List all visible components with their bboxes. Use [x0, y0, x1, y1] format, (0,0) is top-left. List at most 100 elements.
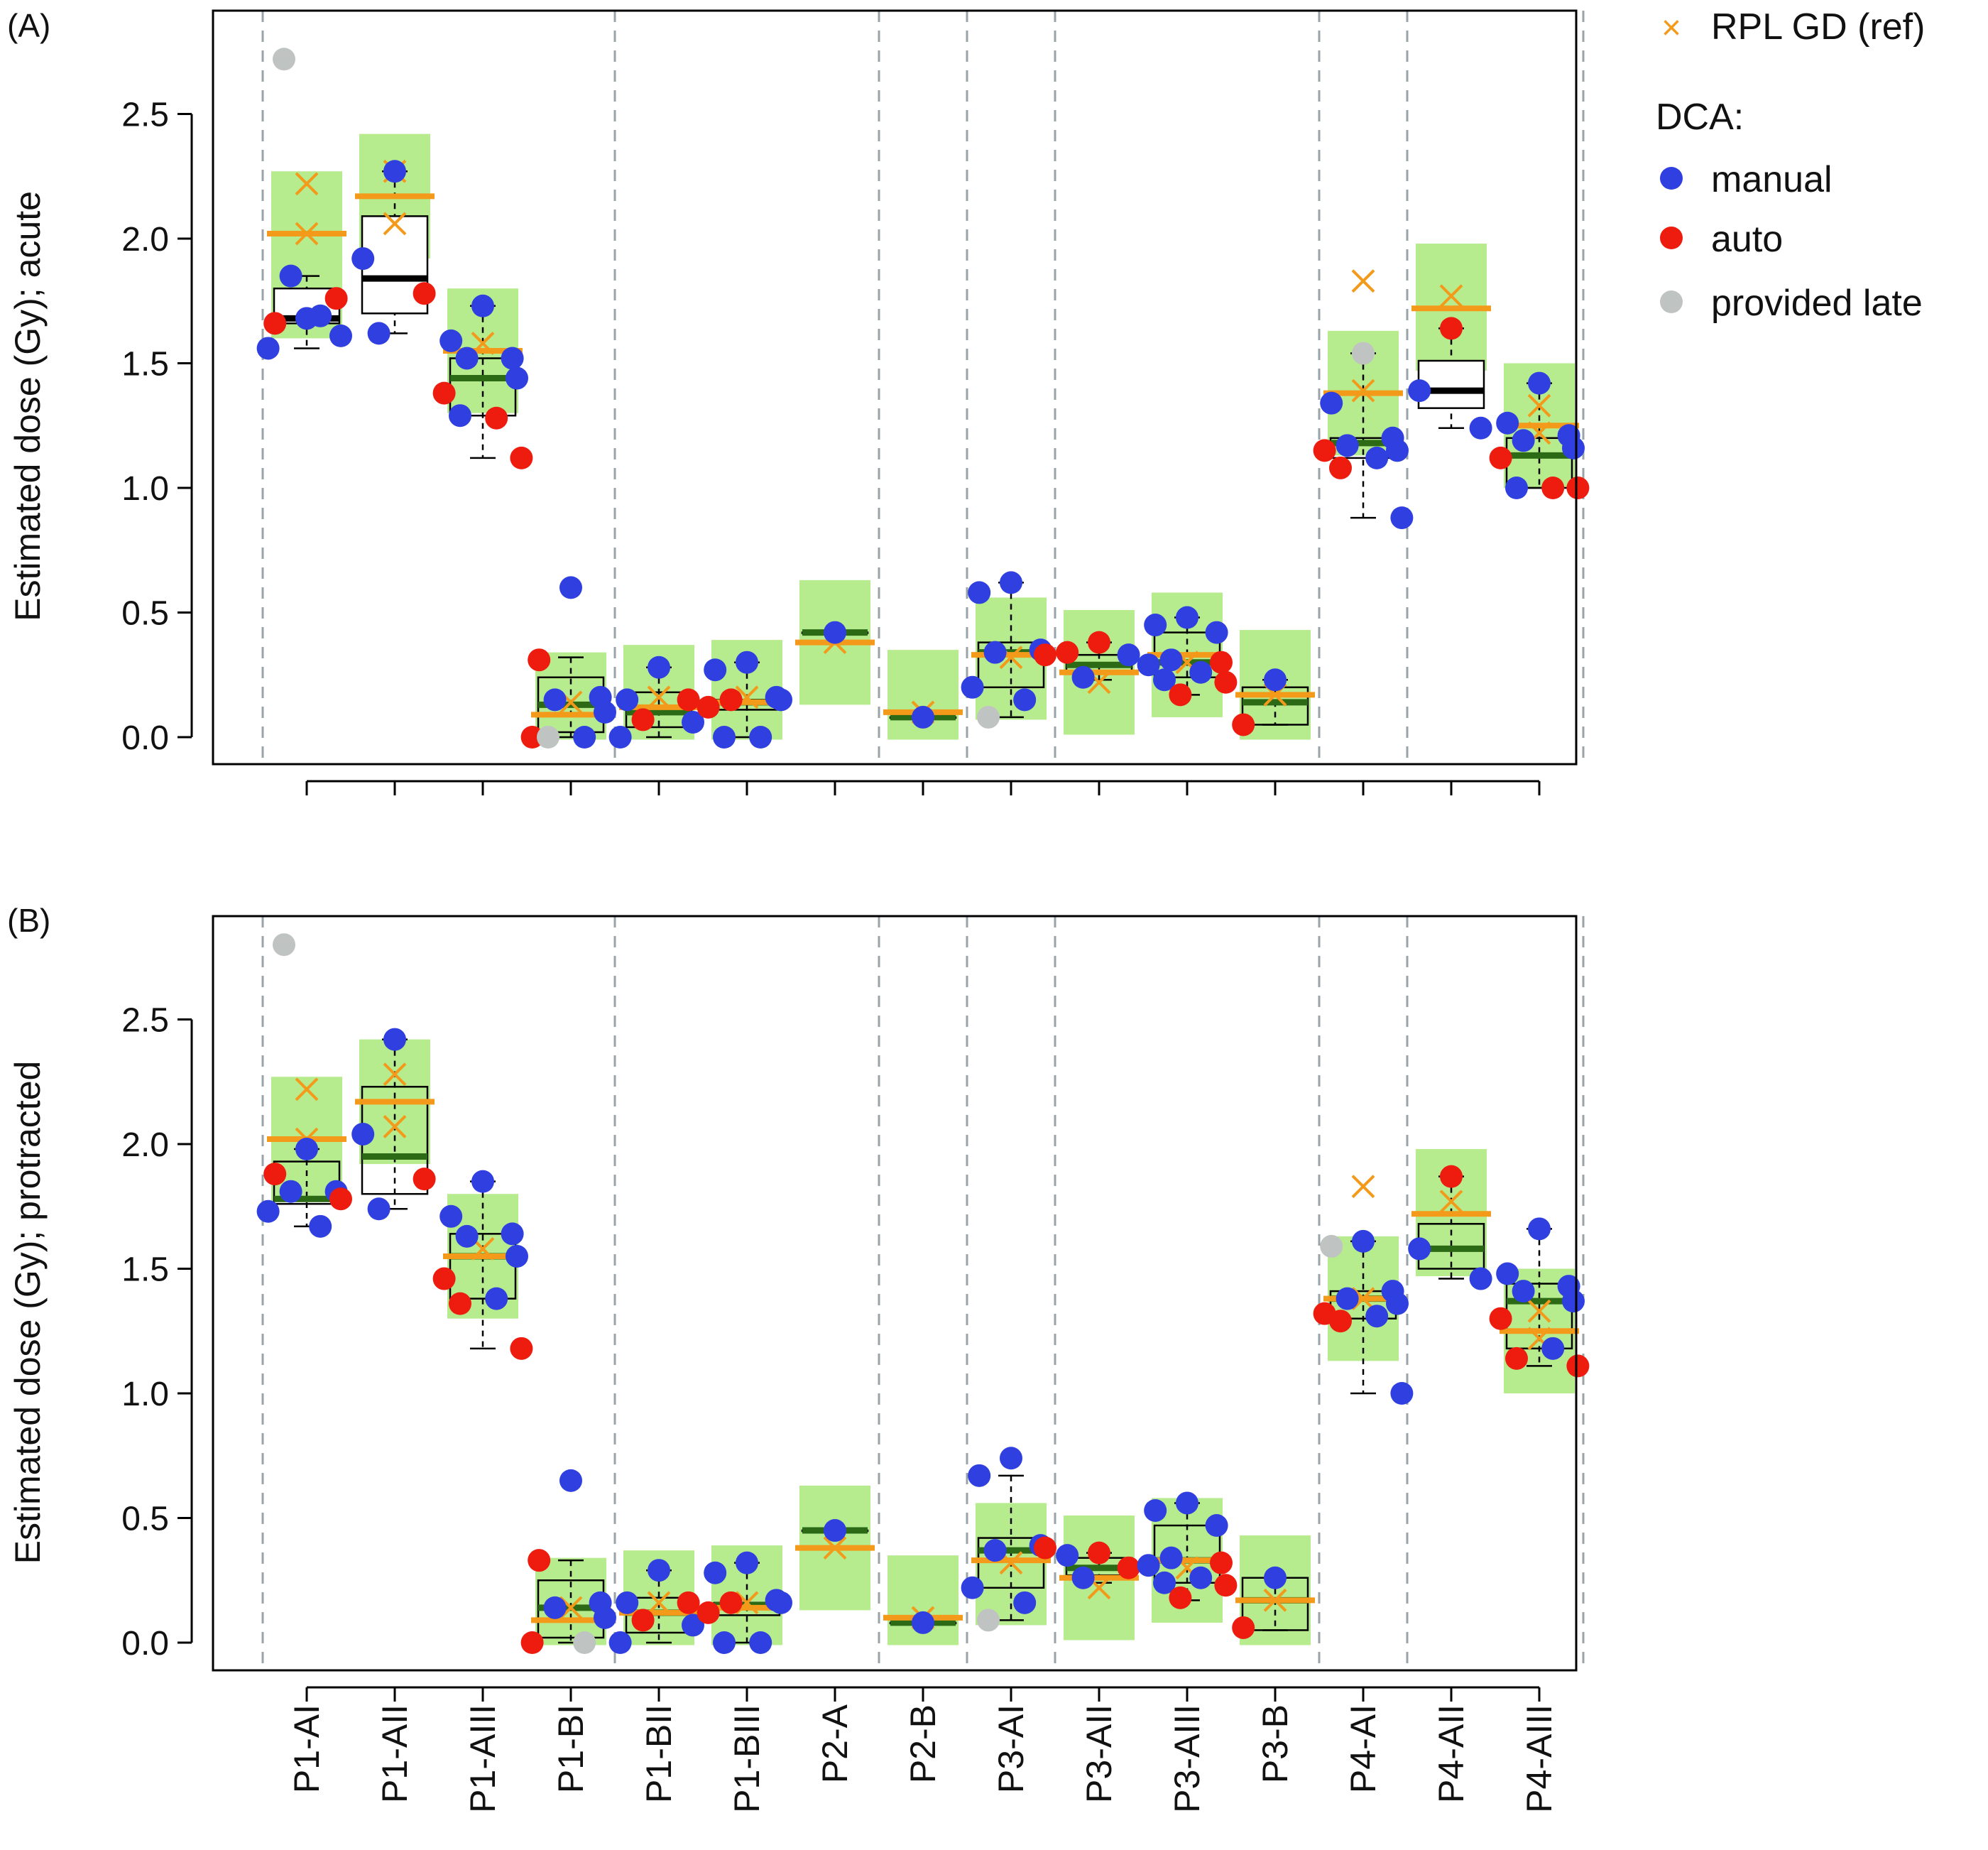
panel-a-point-auto-p4-aiii: [1489, 446, 1512, 469]
panel-a-ref-marker-p1-bii: [647, 685, 671, 709]
panel-a-point-auto-p1-bi: [520, 726, 544, 749]
panel-a-point-manual-p3-b: [1264, 668, 1287, 692]
panel-a-point-manual-p1-ai: [256, 337, 280, 360]
panel-a-plot-area: 0.0 0.5 1.0 1.5 2.0 2.5: [121, 9, 1590, 795]
panel-b-point-auto-p3-aii: [1088, 1541, 1110, 1565]
panel-b-point-provided-late-p1-bi: [573, 1631, 596, 1654]
panel-b-point-manual-p3-aiii: [1144, 1498, 1167, 1522]
panel-b-point-provided-late-p1-ai: [273, 933, 295, 957]
panel-b-point-manual-p1-bi: [594, 1606, 616, 1629]
panel-a-point-auto-p3-aii: [1056, 641, 1079, 664]
panel-a-ref-marker-p4-aii: [1439, 284, 1463, 308]
panel-b-plot-area: 0.0 0.5 1.0 1.5 2.0 2.5: [121, 915, 1590, 1702]
panel-b-point-manual-p4-aii: [1469, 1267, 1492, 1290]
panel-b-point-auto-p1-ai: [329, 1187, 352, 1211]
panel-b: (B) Estimated dose (Gy); protracted 0.00…: [7, 902, 1590, 1702]
panel-a-y-tick-label: 2.5: [121, 97, 169, 134]
panel-b-point-manual-p3-aiii: [1137, 1554, 1160, 1577]
panel-b-point-manual-p1-biii: [736, 1551, 758, 1574]
panel-b-point-manual-p3-aiii: [1153, 1571, 1176, 1594]
panel-b-point-manual-p1-ai: [295, 1138, 318, 1161]
panel-b-point-manual-p1-biii: [704, 1561, 727, 1584]
panel-b-point-manual-p1-aiii: [506, 1244, 528, 1268]
panel-a-point-manual-p1-ai: [309, 304, 332, 327]
panel-b-point-manual-p1-aiii: [501, 1222, 524, 1246]
panel-b-point-manual-p1-bii: [648, 1559, 670, 1582]
panel-b-point-manual-p1-bii: [608, 1631, 632, 1654]
panel-a-point-manual-p4-ai: [1365, 446, 1389, 469]
x-tick-label-p3-aii: P3-AII: [1079, 1704, 1119, 1803]
panel-a-y-axis-label: Estimated dose (Gy); acute: [8, 191, 48, 621]
x-tick-label-p3-aiii: P3-AIII: [1167, 1704, 1207, 1813]
panel-b-point-manual-p4-ai: [1365, 1305, 1389, 1328]
panel-a-ref-marker-p1-aii: [383, 212, 407, 236]
panel-a-y-tick-label: 1.0: [121, 470, 169, 508]
panel-a-ref-marker-p1-aiii: [471, 332, 495, 355]
panel-b-y-tick-label: 0.5: [121, 1501, 169, 1538]
panel-b-point-manual-p1-bi: [559, 1469, 582, 1492]
panel-b-point-manual-p2-b: [912, 1611, 934, 1634]
panel-a-point-manual-p3-aiii: [1144, 614, 1167, 637]
legend-provided-late-marker: [1660, 290, 1683, 313]
panel-a-point-manual-p1-bi: [573, 726, 596, 749]
legend-dca-title: DCA:: [1656, 97, 1744, 138]
panel-a-point-manual-p4-ai: [1336, 434, 1359, 457]
panel-a-point-manual-p1-ai: [329, 324, 352, 347]
legend-ref-marker: ×: [1661, 9, 1681, 47]
panel-a-point-provided-late-p1-bi: [537, 726, 559, 749]
panel-b-point-auto-p1-ai: [263, 1163, 287, 1186]
panel-b-ref-marker-p2-a: [823, 1536, 847, 1560]
panel-b-ref-marker-p4-ai: [1351, 1175, 1375, 1199]
panel-a: (A) Estimated dose (Gy); acute 0.0 0.5 1.0…: [7, 7, 1590, 795]
panel-b-point-manual-p3-aiii: [1159, 1546, 1183, 1569]
panel-a-point-auto-p3-b: [1232, 713, 1255, 736]
panel-a-point-manual-p2-b: [912, 705, 934, 729]
panel-a-point-manual-p3-aiii: [1153, 668, 1176, 692]
x-tick-label-p4-aiii: P4-AIII: [1519, 1704, 1559, 1813]
panel-b-point-manual-p1-biii: [770, 1591, 792, 1614]
panel-a-y-tick-label: 1.5: [121, 346, 169, 383]
x-tick-label-p1-ai: P1-AI: [287, 1704, 327, 1793]
panel-b-point-auto-p4-aiii: [1566, 1354, 1590, 1378]
panel-b-point-manual-p3-aiii: [1189, 1566, 1213, 1589]
panel-b-point-manual-p1-ai: [309, 1214, 332, 1238]
panel-b-point-manual-p3-ai: [983, 1539, 1007, 1562]
panel-b-point-auto-p3-ai: [1034, 1536, 1056, 1560]
x-tick-label-p2-b: P2-B: [903, 1704, 943, 1783]
panel-a-point-manual-p1-biii: [704, 658, 727, 682]
panel-b-point-manual-p1-bii: [616, 1591, 639, 1614]
panel-a-ref-marker-p4-ai: [1351, 269, 1375, 293]
panel-b-point-manual-p4-ai: [1390, 1382, 1414, 1405]
panel-a-point-manual-p1-biii: [736, 651, 758, 674]
panel-b-point-manual-p3-ai: [961, 1576, 984, 1599]
panel-a-point-manual-p4-aiii: [1496, 411, 1519, 435]
panel-a-point-auto-p1-bi: [528, 648, 551, 672]
x-tick-label-p1-biii: P1-BIII: [727, 1704, 767, 1813]
panel-b-y-tick-label: 2.0: [121, 1126, 169, 1164]
panel-b-point-manual-p4-ai: [1386, 1292, 1409, 1315]
panel-a-point-auto-p1-aiii: [432, 381, 456, 405]
panel-b-point-auto-p3-aiii: [1210, 1551, 1233, 1574]
panel-a-frame: [212, 9, 1578, 766]
panel-a-y-tick-label: 0.5: [121, 595, 169, 633]
panel-b-y-tick-label: 0.0: [121, 1625, 169, 1663]
panel-b-y-tick-label: 1.5: [121, 1251, 169, 1289]
panel-a-point-auto-p3-aii: [1088, 631, 1110, 654]
panel-b-point-auto-p1-aiii: [449, 1292, 471, 1315]
panel-b-point-auto-p4-ai: [1329, 1310, 1352, 1333]
x-tick-label-p1-aiii: P1-AIII: [463, 1704, 503, 1813]
panel-a-point-manual-p1-bii: [616, 688, 639, 712]
panel-a-point-manual-p4-aii: [1469, 416, 1492, 440]
panel-b-point-auto-p3-aiii: [1214, 1574, 1238, 1597]
panel-b-y-axis-label: Estimated dose (Gy); protracted: [8, 1061, 48, 1565]
panel-a-point-manual-p3-aiii: [1137, 653, 1160, 677]
panel-a-point-manual-p1-aiii: [501, 347, 524, 370]
panel-b-point-auto-p3-aii: [1117, 1556, 1140, 1579]
panel-b-point-manual-p1-bii: [682, 1614, 704, 1637]
legend-auto-label: auto: [1711, 219, 1783, 260]
panel-b-point-auto-p1-bii: [677, 1591, 700, 1614]
panel-a-point-manual-p3-aiii: [1159, 648, 1183, 672]
panel-a-point-manual-p3-ai: [961, 675, 984, 699]
panel-a-box-p4-aii: [1417, 359, 1485, 409]
panel-a-point-manual-p1-aii: [351, 247, 375, 271]
